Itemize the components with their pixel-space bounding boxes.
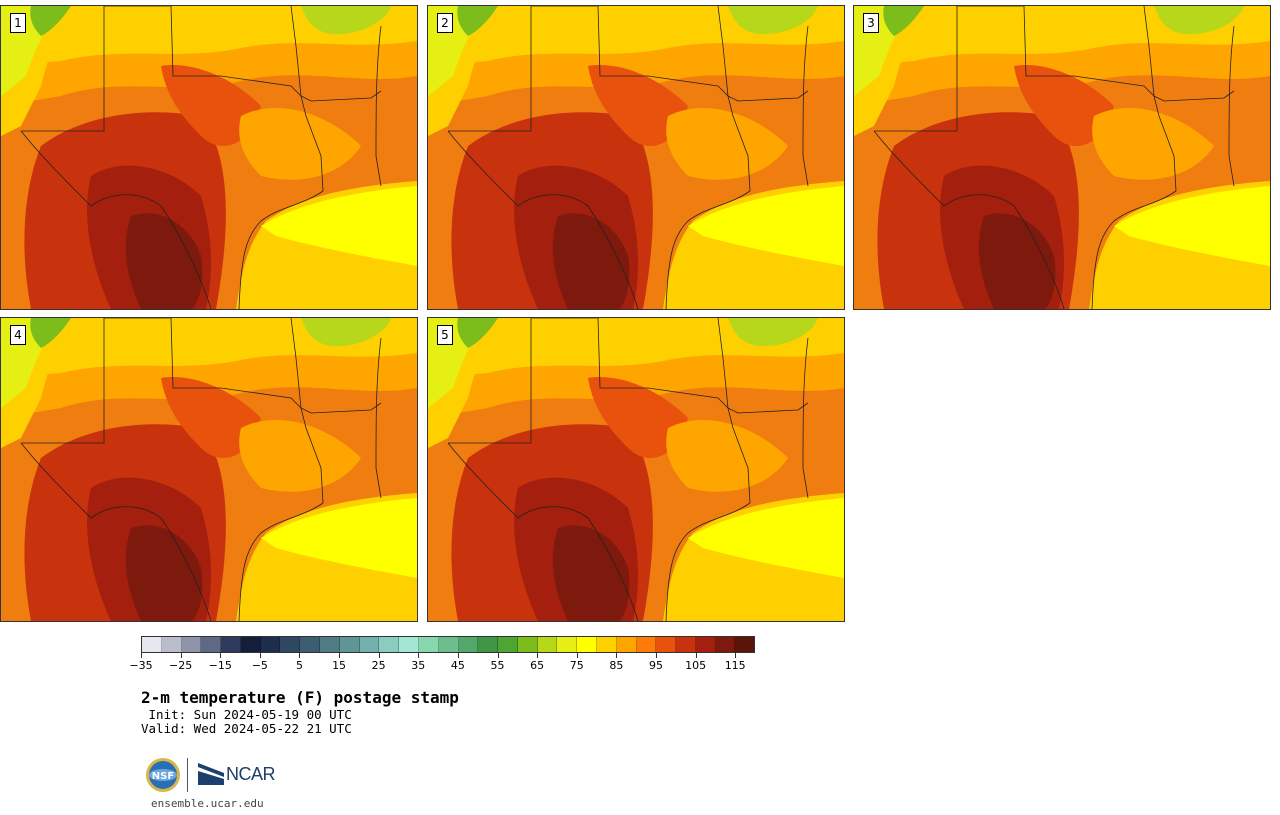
temperature-map-1 [1, 6, 417, 309]
ncar-logo-text: NCAR [226, 763, 276, 784]
colorbar-swatch [201, 637, 222, 652]
colorbar-tick [537, 653, 539, 658]
temperature-map-2 [428, 6, 844, 309]
colorbar-tick-label: 105 [685, 659, 707, 672]
colorbar-tick-label: 85 [609, 659, 624, 672]
colorbar-swatch [161, 637, 182, 652]
colorbar-tick-label: 5 [295, 659, 303, 672]
panel-label: 1 [10, 13, 26, 33]
website-link[interactable]: ensemble.ucar.edu [151, 797, 264, 810]
colorbar-tick-label: −25 [169, 659, 193, 672]
postage-stamp-panel-3: 3 [853, 5, 1271, 310]
colorbar-tick [259, 653, 261, 658]
nsf-logo: NSF [146, 758, 180, 792]
colorbar-swatch [359, 637, 380, 652]
colorbar-ticks: −35 −25 −15 −5 5 15 25 35 45 55 65 75 85 95 105 115 [129, 653, 755, 675]
colorbar-swatch [676, 637, 696, 652]
colorbar-swatch [458, 637, 479, 652]
colorbar-tick [180, 653, 182, 658]
panel-label: 5 [437, 325, 453, 345]
colorbar-swatch [498, 637, 518, 652]
colorbar-tick-label: −15 [208, 659, 232, 672]
temperature-map-3 [854, 6, 1270, 309]
chart-title: 2-m temperature (F) postage stamp [141, 688, 459, 707]
ncar-logo: NCAR [198, 762, 276, 786]
postage-stamp-panel-1: 1 [0, 5, 418, 310]
init-time: Init: Sun 2024-05-19 00 UTC [141, 707, 352, 722]
colorbar-tick [735, 653, 737, 658]
colorbar-swatch [221, 637, 241, 652]
ncar-mark-icon [198, 763, 224, 785]
temperature-map-4 [1, 318, 417, 621]
colorbar-swatch [478, 637, 499, 652]
colorbar-tick [655, 653, 657, 658]
colorbar-tick [457, 653, 459, 658]
colorbar-tick-label: 115 [724, 659, 746, 672]
colorbar-tick-label: 75 [569, 659, 584, 672]
colorbar-swatch [596, 637, 617, 652]
colorbar-tick [497, 653, 499, 658]
colorbar-swatch [181, 637, 202, 652]
colorbar-swatch [379, 637, 400, 652]
svg-text:NSF: NSF [152, 771, 174, 782]
colorbar-swatch [399, 637, 419, 652]
colorbar-tick [576, 653, 578, 658]
colorbar-tick-label: 55 [490, 659, 505, 672]
colorbar-swatch [577, 637, 597, 652]
colorbar-swatch [557, 637, 578, 652]
colorbar-tick-label: 45 [450, 659, 465, 672]
colorbar-swatch [240, 637, 261, 652]
colorbar-swatch [715, 637, 736, 652]
colorbar-tick [299, 653, 301, 658]
colorbar-tick [339, 653, 341, 658]
postage-stamp-panel-5: 5 [427, 317, 845, 622]
colorbar-tick [616, 653, 618, 658]
panel-label: 2 [437, 13, 453, 33]
colorbar-tick-label: −35 [129, 659, 153, 672]
colorbar-tick-label: 95 [648, 659, 663, 672]
colorbar-tick-label: 35 [411, 659, 426, 672]
colorbar-swatch [537, 637, 558, 652]
temperature-colorbar [141, 636, 755, 653]
colorbar-tick [695, 653, 697, 658]
colorbar-tick [418, 653, 420, 658]
colorbar-tick [220, 653, 222, 658]
logo-divider [187, 758, 188, 792]
colorbar-tick-label: 25 [371, 659, 386, 672]
postage-stamp-panel-4: 4 [0, 317, 418, 622]
colorbar-tick-label: −5 [251, 659, 268, 672]
temperature-map-5 [428, 318, 844, 621]
colorbar-swatch [517, 637, 538, 652]
colorbar-swatch [656, 637, 677, 652]
colorbar-swatch [695, 637, 716, 652]
colorbar-swatch [300, 637, 321, 652]
colorbar-swatch [142, 637, 162, 652]
panel-label: 4 [10, 325, 26, 345]
colorbar-swatch [260, 637, 281, 652]
colorbar-swatch [418, 637, 439, 652]
postage-stamp-panel-2: 2 [427, 5, 845, 310]
colorbar-tick-label: 15 [332, 659, 347, 672]
colorbar-tick-label: 65 [530, 659, 545, 672]
colorbar-swatch [438, 637, 459, 652]
colorbar-swatch [339, 637, 360, 652]
colorbar-swatch [280, 637, 301, 652]
valid-time: Valid: Wed 2024-05-22 21 UTC [141, 721, 352, 736]
colorbar-swatch [616, 637, 637, 652]
colorbar-tick [378, 653, 380, 658]
colorbar-swatch [735, 637, 755, 652]
colorbar-tick [141, 653, 142, 658]
panel-label: 3 [863, 13, 879, 33]
colorbar-swatch [636, 637, 657, 652]
colorbar-swatch [320, 637, 340, 652]
